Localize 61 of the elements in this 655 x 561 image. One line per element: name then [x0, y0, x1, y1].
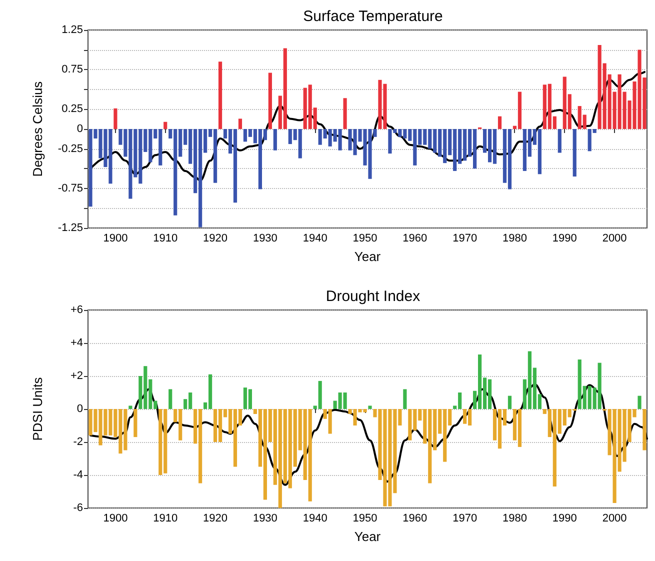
bar	[368, 406, 372, 409]
x-tick-label: 1960	[402, 512, 428, 524]
chart-title: Drought Index	[326, 288, 421, 305]
x-tick-label: 1940	[302, 232, 328, 244]
x-tick-label: 2000	[602, 232, 627, 244]
bar	[642, 409, 646, 450]
y-tick-label: -2	[73, 436, 83, 448]
x-tick-label: 1960	[402, 232, 428, 244]
bar	[638, 396, 642, 409]
y-tick-label: +2	[70, 370, 83, 382]
x-tick-label: 1930	[252, 232, 278, 244]
y-axis-title: PDSI Units	[30, 376, 45, 441]
x-tick-label: 1940	[302, 512, 328, 524]
bar	[134, 409, 138, 438]
bar	[114, 108, 118, 129]
y-tick-label: 0	[76, 123, 83, 135]
bar	[268, 72, 272, 129]
bar	[273, 129, 277, 150]
bar	[218, 62, 222, 129]
x-tick-label: 1950	[352, 512, 378, 524]
x-tick-label: 1910	[153, 512, 178, 524]
x-tick-label: 1980	[502, 232, 527, 244]
line-series	[89, 383, 648, 486]
bar	[128, 406, 132, 409]
y-tick-label: 0.25	[62, 103, 83, 116]
y-tick-label: +4	[70, 337, 83, 349]
bar	[168, 389, 172, 409]
x-tick-label: 1990	[552, 512, 577, 524]
bar	[498, 116, 502, 129]
x-tick-label: 1930	[252, 512, 278, 524]
x-tick-label: 1910	[153, 232, 178, 244]
bar	[558, 129, 562, 153]
x-tick-label: 1920	[203, 232, 228, 244]
x-tick-label: 1900	[103, 232, 128, 244]
bar	[508, 396, 512, 409]
x-axis-title: Year	[354, 529, 382, 544]
bar	[164, 122, 168, 129]
y-tick-label: 0	[76, 403, 83, 415]
x-tick-label: 1900	[103, 512, 128, 524]
x-tick-label: 1920	[203, 512, 228, 524]
bar	[572, 129, 576, 177]
y-axis-title: Degrees Celsius	[30, 80, 45, 177]
y-tick-label: -4	[73, 469, 83, 481]
y-tick-label: -0.25	[58, 142, 83, 155]
y-tick-label: -0.75	[58, 182, 83, 194]
x-tick-label: 1950	[352, 232, 378, 244]
x-axis-title: Year	[354, 249, 382, 264]
y-tick-label: -1.25	[58, 222, 83, 234]
chart-title: Surface Temperature	[303, 8, 443, 25]
bar	[403, 389, 407, 409]
y-tick-label: 1.25	[62, 24, 83, 36]
x-tick-label: 1990	[552, 232, 577, 244]
x-tick-label: 1970	[452, 232, 478, 244]
x-tick-label: 1980	[502, 512, 527, 524]
bar	[343, 98, 347, 129]
x-tick-label: 2000	[602, 512, 627, 524]
y-tick-label: -6	[73, 502, 83, 514]
x-tick-label: 1970	[452, 512, 478, 524]
bar	[238, 118, 242, 129]
y-tick-label: 0.75	[62, 64, 83, 76]
y-tick-label: +6	[70, 304, 83, 316]
